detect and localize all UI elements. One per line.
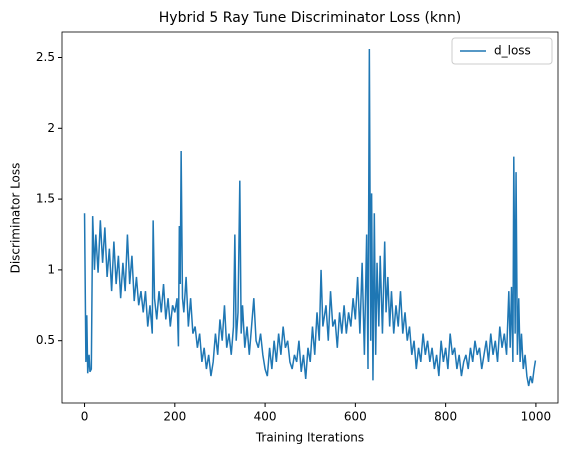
x-tick-label: 800 (434, 410, 457, 424)
legend-box (451, 37, 553, 65)
x-tick-label: 600 (344, 410, 367, 424)
x-tick-label: 400 (254, 410, 277, 424)
x-tick-label: 1000 (521, 410, 552, 424)
x-tick-label: 200 (163, 410, 186, 424)
y-axis-label: Discriminator Loss (9, 163, 23, 274)
y-tick-label: 2 (47, 121, 55, 135)
y-tick-label: 1 (47, 262, 55, 276)
y-tick-label: 0.5 (36, 333, 55, 347)
plot-frame (61, 31, 559, 404)
y-tick-label: 1.5 (36, 192, 55, 206)
legend-label: d_loss (494, 44, 531, 58)
x-axis-label: Training Iterations (255, 431, 364, 445)
line-series (83, 48, 537, 387)
y-tick-label: 2.5 (36, 50, 55, 64)
chart-title: Hybrid 5 Ray Tune Discriminator Loss (kn… (159, 10, 462, 26)
x-tick-label: 0 (81, 410, 89, 424)
